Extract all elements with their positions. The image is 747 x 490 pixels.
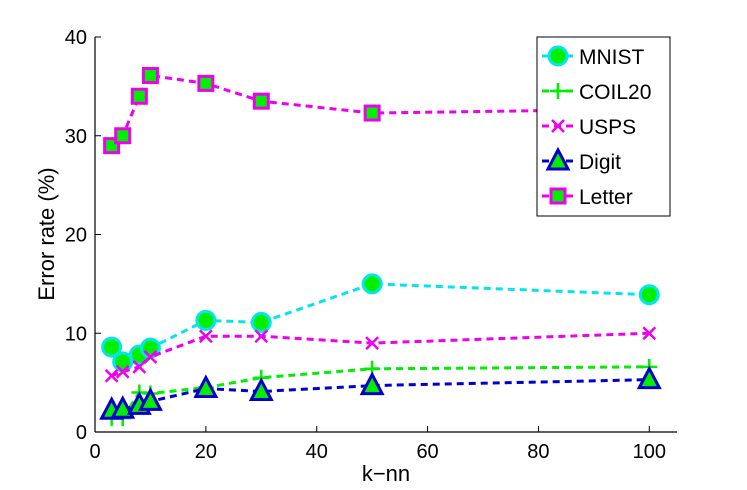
data-point-usps xyxy=(132,359,147,374)
legend-marker xyxy=(551,119,565,133)
x-tick-label: 60 xyxy=(416,441,438,463)
data-point-mnist xyxy=(195,309,217,331)
data-point-usps xyxy=(198,329,213,344)
y-axis-label: Error rate (%) xyxy=(34,167,59,300)
data-point-letter xyxy=(141,67,159,85)
legend-label: MNIST xyxy=(579,46,645,69)
data-point-usps xyxy=(115,364,130,379)
data-point-usps xyxy=(365,336,380,351)
series-layer xyxy=(99,67,662,427)
legend-label: Letter xyxy=(579,186,633,209)
data-point-digit xyxy=(359,371,385,396)
series-line-usps xyxy=(111,331,650,378)
legend: MNIST COIL20 USPS Digit Letter xyxy=(536,36,671,217)
data-point-usps xyxy=(254,329,269,344)
series-usps xyxy=(104,326,657,383)
legend-marker xyxy=(550,83,566,99)
x-tick-label: 40 xyxy=(306,441,328,463)
data-point-mnist xyxy=(638,284,660,306)
x-tick-label: 0 xyxy=(89,441,100,463)
legend-entry-digit: Digit xyxy=(542,146,621,174)
legend-label: COIL20 xyxy=(579,81,651,104)
data-point-letter xyxy=(114,127,132,145)
y-tick-label: 20 xyxy=(65,225,87,247)
legend-label: USPS xyxy=(579,116,636,139)
y-tick-label: 30 xyxy=(65,126,87,148)
data-point-usps xyxy=(143,350,158,364)
data-point-letter xyxy=(130,87,148,105)
legend-marker xyxy=(549,187,567,205)
data-point-usps xyxy=(104,368,119,383)
legend-label: Digit xyxy=(579,151,621,174)
axes-layer: 0 20 40 60 80 100 0 10 20 30 40 xyxy=(65,27,677,463)
data-point-digit xyxy=(137,387,163,411)
data-point-digit xyxy=(636,365,662,390)
data-point-mnist xyxy=(101,336,123,358)
legend-marker xyxy=(547,45,569,67)
series-line-mnist xyxy=(110,282,650,364)
data-point-digit xyxy=(110,395,136,419)
x-tick-label: 20 xyxy=(195,441,217,463)
y-tick-label: 40 xyxy=(65,27,87,49)
data-point-letter xyxy=(252,92,270,110)
data-point-usps xyxy=(642,326,657,341)
data-point-mnist xyxy=(250,311,272,333)
y-tick-label: 10 xyxy=(65,323,87,345)
data-point-letter xyxy=(363,104,381,122)
series-digit xyxy=(99,365,662,420)
x-tick-label: 100 xyxy=(633,441,666,463)
legend-marker xyxy=(545,146,571,171)
x-axis-label: k−nn xyxy=(362,461,410,486)
legend-entry-usps: USPS xyxy=(542,116,636,139)
data-point-digit xyxy=(193,374,219,399)
series-line-letter xyxy=(110,73,650,147)
legend-entry-letter: Letter xyxy=(542,186,633,209)
data-point-digit xyxy=(248,377,274,402)
y-tick-label: 0 xyxy=(76,422,87,444)
data-point-mnist xyxy=(361,273,383,295)
data-point-letter xyxy=(197,74,215,92)
legend-entry-mnist: MNIST xyxy=(542,45,645,69)
legend-entry-coil20: COIL20 xyxy=(542,81,651,104)
x-tick-label: 80 xyxy=(527,441,549,463)
